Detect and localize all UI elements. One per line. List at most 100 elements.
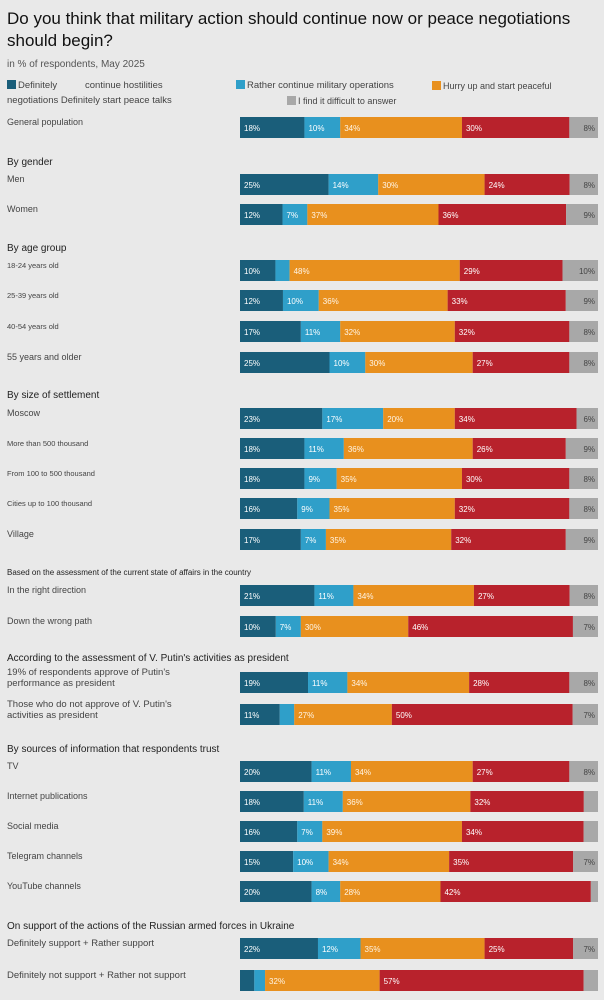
data-label: 7% [583,623,595,632]
chart-title: Do you think that military action should… [7,9,571,50]
data-label: 10% [287,297,303,306]
data-label: 25% [244,181,260,190]
data-label: 23% [244,415,260,424]
row-label: YouTube channels [7,881,81,891]
data-label: 8% [583,181,595,190]
data-label: 27% [477,768,493,777]
bar-segment-definitely-continue [240,498,298,519]
data-label: 25% [489,945,505,954]
data-label: 28% [344,888,360,897]
bar-segment-difficult [590,881,598,902]
row-label: 40-54 years old [7,322,59,331]
bar-segment-definitely-peace [461,117,570,138]
bar-segment-rather-peace [347,672,470,693]
bar-segment-difficult [565,529,598,550]
bar-segment-rather-peace [307,204,439,225]
bar-segment-definitely-peace [379,970,584,991]
bar-segment-rather-peace [340,117,462,138]
row-label: 18-24 years old [7,261,59,270]
data-label: 34% [333,858,349,867]
bar-segment-definitely-continue [240,321,301,342]
data-label: 30% [382,181,398,190]
bar-segment-difficult [565,290,598,311]
row-label: Moscow [7,408,41,418]
bar-segment-rather-peace [350,761,473,782]
bar-segment-rather-peace [265,970,380,991]
bar-segment-definitely-peace [454,408,577,429]
bar-segment-rather-peace [343,438,473,459]
data-label: 11% [308,798,323,807]
bar-segment-definitely-continue [240,529,301,550]
data-label: 18% [244,475,260,484]
data-label: 27% [298,711,314,720]
bar-segment-rather-peace [340,881,441,902]
data-label: 7% [301,828,313,837]
data-label: 34% [351,679,367,688]
bar-segment-rather-continue [329,352,366,373]
data-label: 57% [384,977,400,986]
group-heading: By sources of information that responden… [7,744,220,755]
data-label: 34% [355,768,371,777]
bar-segment-rather-peace [353,585,474,606]
bar-segment-rather-continue [275,616,301,637]
legend-swatch [287,96,296,105]
data-label: 36% [323,297,339,306]
bar-segment-rather-continue [300,529,326,550]
data-label: 32% [344,328,360,337]
data-label: 32% [269,977,285,986]
bar-segment-definitely-peace [469,672,570,693]
data-label: 18% [244,798,260,807]
data-label: 18% [244,445,260,454]
legend-swatch [7,80,16,89]
row-label: Village [7,529,34,539]
data-label: 27% [477,359,493,368]
bar-segment-definitely-peace [438,204,567,225]
data-label: 11% [308,445,323,454]
bar-segment-definitely-peace [473,585,570,606]
data-label: 8% [583,679,595,688]
data-label: 6% [583,415,595,424]
bar-segment-rather-peace [289,260,460,281]
bar-segment-difficult [572,616,598,637]
data-label: 35% [330,536,346,545]
data-label: 15% [244,858,260,867]
data-label: 35% [453,858,469,867]
bar-segment-rather-peace [342,791,471,812]
bar-segment-rather-continue [303,791,343,812]
data-label: 10% [308,124,324,133]
data-label: 34% [357,592,373,601]
data-label: 29% [464,267,480,276]
data-label: 32% [459,505,475,514]
data-label: 16% [244,828,260,837]
bar-segment-definitely-peace [449,851,574,872]
bar-segment-definitely-peace [472,438,566,459]
data-label: 35% [365,945,381,954]
bar-segment-difficult [569,174,598,195]
data-label: 20% [244,768,260,777]
data-label: 7% [583,711,595,720]
bar-segment-rather-peace [365,352,473,373]
data-label: 11% [312,679,327,688]
bar-segment-definitely-peace [391,704,573,725]
bar-segment-difficult [569,352,598,373]
data-label: 32% [455,536,471,545]
bar-segment-definitely-peace [447,290,566,311]
bar-segment-rather-continue [304,468,337,489]
bar-segment-rather-continue [254,970,266,991]
legend-swatch [236,80,245,89]
bar-segment-rather-continue [300,321,341,342]
row-label: activities as president [7,710,98,721]
bar-segment-rather-continue [322,408,384,429]
bar-segment-definitely-continue [240,260,276,281]
bar-segment-definitely-continue [240,204,283,225]
data-label: 7% [287,211,299,220]
data-label: 16% [244,505,260,514]
data-label: 34% [459,415,475,424]
bar-segment-difficult [572,704,598,725]
bar-segment-definitely-peace [408,616,573,637]
bar-segment-rather-continue [304,438,344,459]
data-label: 9% [583,445,595,454]
bar-segment-definitely-continue [240,938,318,959]
bar-segment-rather-continue [279,704,295,725]
